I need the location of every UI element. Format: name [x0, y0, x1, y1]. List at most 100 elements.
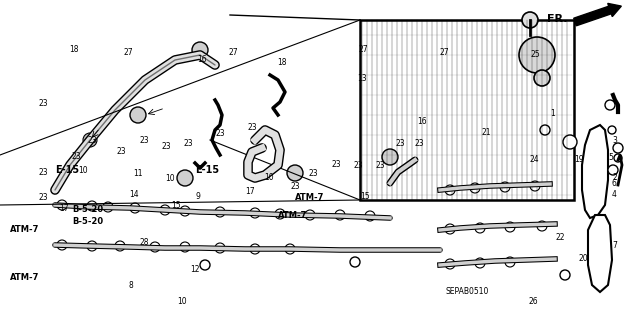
Text: 23: 23: [414, 139, 424, 148]
Text: B-5-20: B-5-20: [72, 218, 103, 226]
Text: 25: 25: [530, 50, 540, 59]
Text: ATM-7: ATM-7: [278, 211, 307, 219]
Circle shape: [475, 223, 485, 233]
Circle shape: [530, 181, 540, 191]
Text: SEPAB0510: SEPAB0510: [445, 287, 489, 296]
Text: 16: 16: [417, 117, 428, 126]
Text: ATM-7: ATM-7: [10, 226, 40, 234]
Circle shape: [215, 243, 225, 253]
Circle shape: [365, 211, 375, 221]
Text: 14: 14: [129, 190, 140, 199]
Text: 27: 27: [123, 48, 133, 57]
Circle shape: [57, 240, 67, 250]
Text: 23: 23: [216, 130, 226, 138]
Circle shape: [200, 260, 210, 270]
Text: 23: 23: [116, 147, 127, 156]
Text: 23: 23: [395, 139, 405, 148]
Circle shape: [83, 133, 97, 147]
Circle shape: [445, 224, 455, 234]
Text: 23: 23: [184, 139, 194, 148]
Text: 4: 4: [612, 190, 617, 199]
Circle shape: [103, 202, 113, 212]
Circle shape: [192, 42, 208, 58]
Circle shape: [87, 201, 97, 211]
Circle shape: [150, 242, 160, 252]
Circle shape: [613, 143, 623, 153]
Text: 18: 18: [277, 58, 286, 67]
Circle shape: [608, 165, 618, 175]
Circle shape: [445, 259, 455, 269]
Circle shape: [475, 258, 485, 268]
Bar: [360, 20, 574, 200]
Text: FR.: FR.: [547, 14, 567, 24]
Circle shape: [160, 205, 170, 215]
Circle shape: [608, 126, 616, 134]
Text: 12: 12: [191, 265, 200, 274]
Circle shape: [177, 170, 193, 186]
FancyArrow shape: [573, 4, 621, 26]
Text: E-15: E-15: [195, 165, 219, 175]
Circle shape: [605, 100, 615, 110]
Text: 23: 23: [139, 136, 149, 145]
Text: 20: 20: [579, 254, 589, 263]
Circle shape: [505, 222, 515, 232]
Text: 15: 15: [171, 201, 181, 210]
Text: 23: 23: [72, 152, 82, 161]
Circle shape: [87, 241, 97, 251]
Circle shape: [115, 241, 125, 251]
Text: 15: 15: [360, 192, 370, 201]
Circle shape: [534, 70, 550, 86]
Circle shape: [614, 154, 622, 162]
Circle shape: [180, 242, 190, 252]
Text: 10: 10: [264, 173, 274, 182]
Circle shape: [522, 12, 538, 28]
Circle shape: [57, 200, 67, 210]
Text: 28: 28: [140, 238, 148, 247]
Text: 23: 23: [331, 160, 341, 169]
Text: 7: 7: [612, 241, 617, 250]
Circle shape: [130, 107, 146, 123]
Circle shape: [250, 208, 260, 218]
Text: 6: 6: [612, 179, 617, 188]
Text: 24: 24: [529, 155, 540, 164]
Circle shape: [540, 125, 550, 135]
Text: 23: 23: [291, 182, 301, 191]
Text: 5: 5: [609, 153, 614, 162]
Circle shape: [130, 203, 140, 213]
Circle shape: [445, 185, 455, 195]
Text: E-15: E-15: [55, 165, 79, 175]
Text: 23: 23: [88, 136, 98, 145]
Circle shape: [500, 182, 510, 192]
Circle shape: [287, 165, 303, 181]
Text: 22: 22: [556, 233, 565, 242]
Text: 8: 8: [129, 281, 134, 290]
Circle shape: [470, 183, 480, 193]
Text: 10: 10: [164, 174, 175, 183]
Text: 21: 21: [482, 128, 491, 137]
Text: 9: 9: [196, 192, 201, 201]
Circle shape: [180, 206, 190, 216]
Text: 13: 13: [356, 74, 367, 83]
Circle shape: [537, 221, 547, 231]
Polygon shape: [582, 125, 608, 218]
Text: 10: 10: [78, 166, 88, 175]
Text: 23: 23: [38, 168, 49, 177]
Text: 27: 27: [358, 45, 369, 54]
Text: 27: 27: [440, 48, 450, 57]
Circle shape: [305, 210, 315, 220]
Text: 23: 23: [248, 123, 258, 132]
Polygon shape: [588, 215, 612, 292]
Circle shape: [275, 209, 285, 219]
Text: 23: 23: [161, 142, 172, 151]
Text: 23: 23: [308, 169, 319, 178]
Circle shape: [563, 135, 577, 149]
Circle shape: [505, 257, 515, 267]
Text: 18: 18: [69, 45, 78, 54]
Text: 26: 26: [529, 297, 539, 306]
Text: 23: 23: [353, 161, 364, 170]
Text: 23: 23: [38, 99, 49, 108]
Text: 27: 27: [228, 48, 239, 57]
Text: 10: 10: [177, 297, 188, 306]
Circle shape: [285, 244, 295, 254]
Text: ATM-7: ATM-7: [295, 194, 324, 203]
